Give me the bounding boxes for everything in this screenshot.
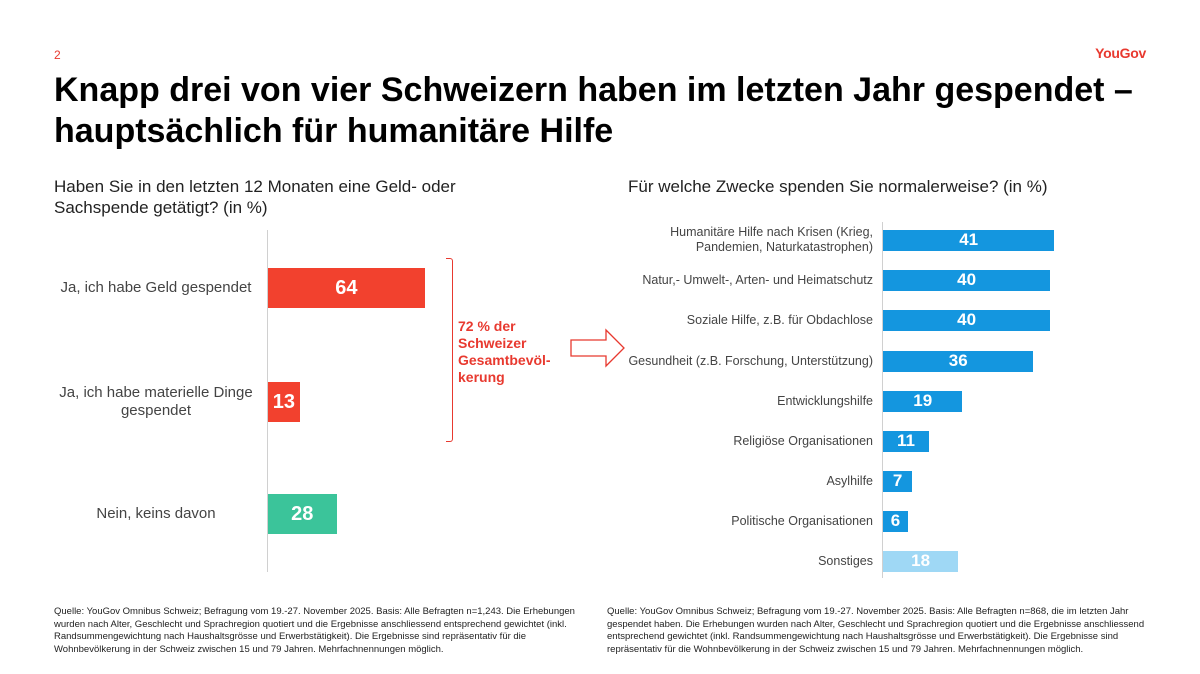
category-label: Entwicklungshilfe [777, 393, 873, 408]
category-label: Soziale Hilfe, z.B. für Obdachlose [686, 312, 873, 327]
donor-bracket [446, 258, 453, 442]
bar: 36 [883, 350, 1034, 372]
category-label: Ja, ich habe materielle Dinge gespendet [59, 384, 253, 419]
bar: 41 [883, 229, 1055, 251]
category-label: Politische Organisationen [731, 513, 873, 528]
bar: 40 [883, 309, 1051, 331]
arrow-right-icon [570, 328, 625, 368]
yougov-logo: YouGov [1095, 45, 1146, 61]
bar-value-label: 19 [913, 391, 933, 410]
category-label: Natur,- Umwelt-, Arten- und Heimatschutz [642, 272, 873, 287]
donor-share-note: 72 % der Schweizer Gesamtbevöl-kerung [458, 318, 551, 385]
bar: 11 [883, 430, 929, 452]
bar-value-label: 36 [948, 351, 968, 370]
bar: 18 [883, 550, 959, 572]
bar-value-label: 18 [911, 551, 931, 570]
category-label: Humanitäre Hilfe nach Krisen (Krieg, Pan… [670, 225, 873, 254]
bar: 6 [883, 510, 909, 532]
bar-value-label: 7 [892, 471, 903, 490]
bar: 28 [268, 494, 337, 534]
category-label: Religiöse Organisationen [733, 433, 873, 448]
bar-value-label: 11 [896, 431, 915, 450]
chart-axis [882, 222, 883, 578]
bar: 19 [883, 390, 963, 412]
bar-value-label: 40 [957, 270, 977, 289]
bar: 13 [268, 382, 300, 422]
category-label: Asylhilfe [826, 473, 873, 488]
bar-value-label: 64 [335, 276, 358, 299]
source-note-right: Quelle: YouGov Omnibus Schweiz; Befragun… [607, 606, 1145, 655]
source-note-left: Quelle: YouGov Omnibus Schweiz; Befragun… [54, 606, 575, 655]
category-label: Ja, ich habe Geld gespendet [60, 279, 252, 296]
bar-value-label: 6 [890, 511, 901, 530]
right-chart-question: Für welche Zwecke spenden Sie normalerwe… [628, 177, 1048, 196]
bar: 7 [883, 470, 913, 492]
category-label: Gesundheit (z.B. Forschung, Unterstützun… [628, 353, 873, 368]
category-label: Sonstiges [818, 553, 873, 568]
chart-axis [267, 230, 268, 572]
bar: 40 [883, 269, 1051, 291]
bar-value-label: 13 [272, 390, 296, 413]
bar-value-label: 28 [291, 502, 314, 525]
page-number: 2 [54, 48, 61, 62]
left-chart-question: Haben Sie in den letzten 12 Monaten eine… [54, 177, 456, 217]
bar: 64 [268, 268, 425, 308]
category-label: Nein, keins davon [96, 505, 216, 522]
page-title: Knapp drei von vier Schweizern haben im … [54, 71, 1133, 150]
bar-value-label: 41 [959, 230, 979, 249]
bar-value-label: 40 [957, 310, 977, 329]
